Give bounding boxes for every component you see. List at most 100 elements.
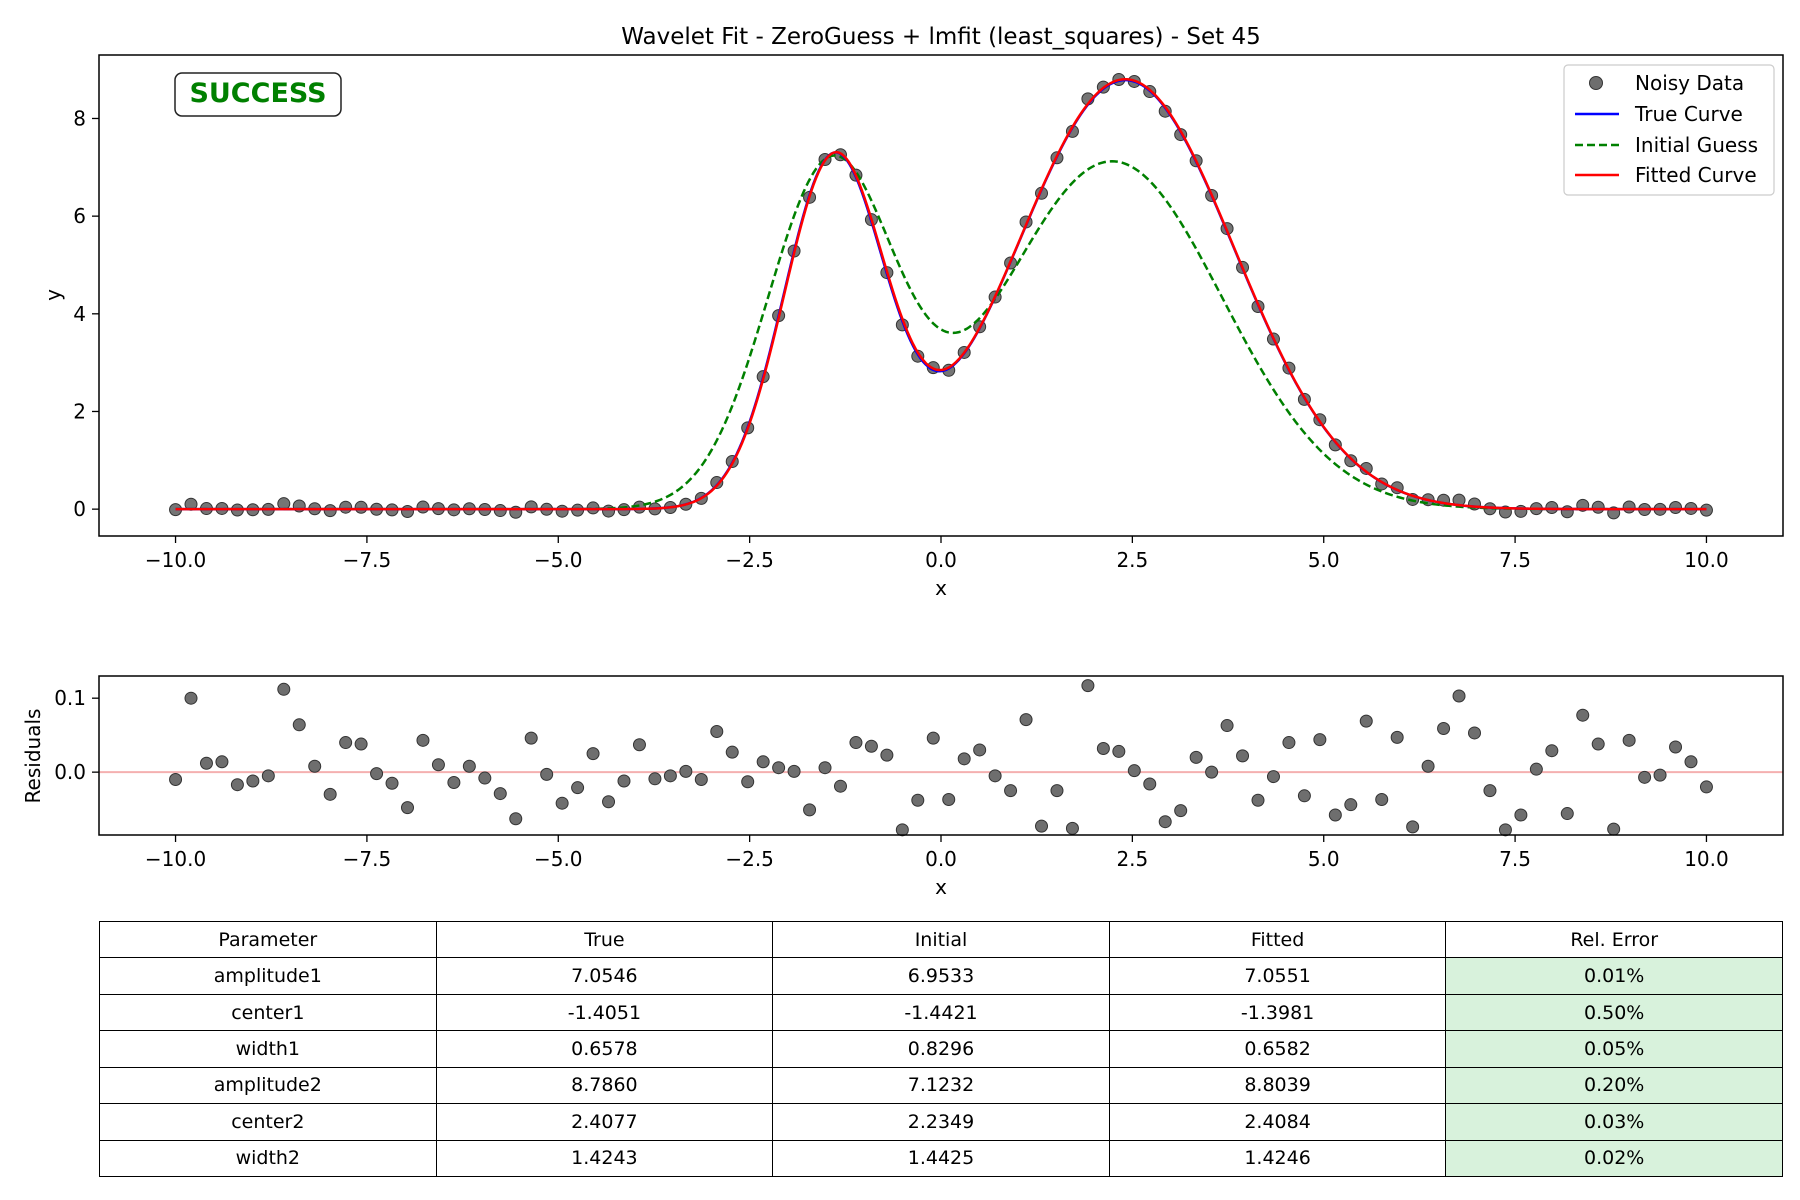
- residual-point: [1359, 714, 1373, 728]
- y-tick-label: 0.1: [54, 686, 86, 710]
- residual-point: [1607, 822, 1621, 836]
- main-y-axis-label: y: [41, 289, 65, 301]
- table-header-cell: Fitted: [1108, 920, 1447, 959]
- residual-point: [1421, 759, 1435, 773]
- residual-point: [988, 769, 1002, 783]
- table-row: center1 -1.4051 -1.4421 -1.3981 0.50%: [99, 993, 1783, 1032]
- main-y-ticks: 0 2 4 6 8: [73, 106, 99, 521]
- table-cell: amplitude2: [99, 1066, 437, 1105]
- table-cell: 7.1232: [772, 1066, 1110, 1105]
- x-tick-label: −5.0: [534, 548, 583, 572]
- x-tick-label: 0.0: [925, 548, 957, 572]
- residual-point: [1483, 784, 1497, 798]
- residual-point: [663, 769, 677, 783]
- residual-point: [632, 738, 646, 752]
- rel-error-cell: 0.03%: [1445, 1103, 1783, 1141]
- x-tick-label: 5.0: [1308, 548, 1340, 572]
- residual-point: [169, 773, 183, 787]
- y-tick-label: 8: [73, 106, 86, 130]
- data-point: [524, 500, 538, 514]
- residual-point: [308, 759, 322, 773]
- residual-point: [555, 796, 569, 810]
- main-title: Wavelet Fit - ZeroGuess + lmfit (least_s…: [621, 24, 1261, 50]
- table-cell: 1.4425: [772, 1139, 1110, 1178]
- residual-point: [462, 759, 476, 773]
- rel-error-cell: 0.05%: [1445, 1030, 1783, 1068]
- data-point: [354, 500, 368, 514]
- legend-marker-noisy-data: [1589, 76, 1603, 90]
- residual-point: [1529, 762, 1543, 776]
- residual-point: [540, 767, 554, 781]
- residual-x-axis-label: x: [935, 875, 947, 899]
- table-cell: 1.4243: [435, 1139, 774, 1178]
- residual-point: [772, 761, 786, 775]
- table-cell: width2: [99, 1139, 437, 1178]
- x-tick-label: 5.0: [1308, 847, 1340, 871]
- table-row: amplitude1 7.0546 6.9533 7.0551 0.01%: [99, 957, 1783, 995]
- x-tick-label: −7.5: [343, 847, 392, 871]
- x-tick-label: 7.5: [1499, 548, 1531, 572]
- data-point: [1344, 454, 1358, 468]
- residual-point: [385, 776, 399, 790]
- residual-point: [1344, 798, 1358, 812]
- residual-point: [926, 731, 940, 745]
- residual-point: [942, 793, 956, 806]
- x-tick-label: −10.0: [145, 847, 206, 871]
- x-tick-label: 7.5: [1499, 847, 1531, 871]
- residual-point: [864, 739, 878, 753]
- residual-point: [292, 718, 306, 732]
- table-cell: -1.4051: [435, 993, 774, 1032]
- data-point: [277, 497, 291, 511]
- table-row: center2 2.4077 2.2349 2.4084 0.03%: [99, 1103, 1783, 1141]
- table-cell: amplitude1: [99, 957, 437, 995]
- table-cell: -1.3981: [1108, 993, 1447, 1032]
- x-tick-label: 10.0: [1684, 847, 1729, 871]
- data-point: [1560, 505, 1574, 519]
- table-cell: 2.2349: [772, 1103, 1110, 1141]
- residual-point: [323, 787, 337, 801]
- residual-point: [648, 772, 662, 786]
- y-tick-label: 4: [73, 302, 86, 326]
- residual-point: [694, 773, 708, 787]
- status-badge-text: SUCCESS: [189, 78, 326, 109]
- residual-point: [1143, 777, 1157, 791]
- residual-point: [416, 733, 430, 747]
- residual-point: [277, 682, 291, 696]
- residual-point: [1545, 744, 1559, 758]
- rel-error-cell: 0.01%: [1445, 957, 1783, 995]
- data-point: [493, 504, 507, 518]
- table-row: width1 0.6578 0.8296 0.6582 0.05%: [99, 1030, 1783, 1068]
- residual-point: [1220, 719, 1234, 733]
- residual-point: [1282, 736, 1296, 750]
- residual-point: [261, 769, 275, 783]
- table-cell: 0.6582: [1108, 1030, 1447, 1068]
- residual-point: [1638, 770, 1652, 784]
- residual-point: [571, 781, 585, 795]
- residual-point: [1189, 750, 1203, 764]
- table-cell: 2.4084: [1108, 1103, 1447, 1141]
- residual-point: [1112, 744, 1126, 758]
- residual-point: [478, 771, 492, 785]
- residual-point: [1576, 708, 1590, 722]
- residual-point: [1653, 768, 1667, 782]
- residual-point: [602, 795, 616, 809]
- rel-error-cell: 0.02%: [1445, 1139, 1783, 1178]
- table-cell: 8.8039: [1108, 1066, 1447, 1105]
- residual-point: [1266, 770, 1280, 784]
- table-cell: 7.0546: [435, 957, 774, 995]
- data-point: [555, 504, 569, 518]
- legend-entry-true-curve: True Curve: [1575, 102, 1743, 126]
- x-tick-label: −10.0: [145, 548, 206, 572]
- legend-label-fitted-curve: Fitted Curve: [1635, 163, 1757, 187]
- main-plot: Wavelet Fit - ZeroGuess + lmfit (least_s…: [41, 24, 1784, 600]
- residual-point: [803, 803, 817, 817]
- residual-y-ticks: 0.0 0.1: [54, 686, 99, 784]
- residual-point: [1297, 789, 1311, 803]
- table-header-cell: Initial: [772, 920, 1110, 959]
- table-cell: -1.4421: [772, 993, 1110, 1032]
- residual-point: [1437, 722, 1451, 736]
- x-tick-label: −2.5: [725, 548, 774, 572]
- residual-point: [1699, 780, 1713, 794]
- residual-point: [431, 758, 445, 772]
- residual-point: [1251, 793, 1265, 807]
